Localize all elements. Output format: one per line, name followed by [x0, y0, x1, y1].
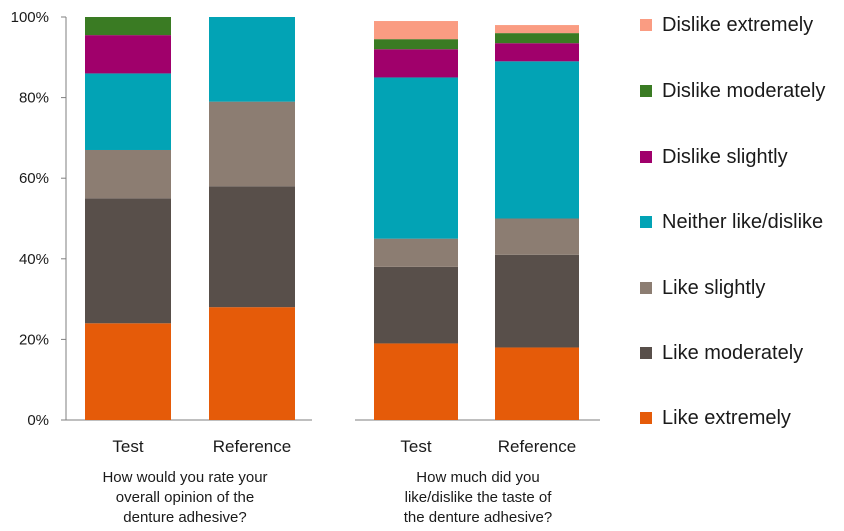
x-category-label: Test	[112, 437, 143, 456]
bar-segment	[374, 39, 458, 50]
legend-label: Like moderately	[662, 341, 804, 364]
bar-segment	[85, 198, 171, 324]
y-tick-label: 40%	[19, 251, 49, 268]
legend-swatch	[640, 85, 652, 97]
bar-segment	[374, 21, 458, 40]
caption-line: How much did you	[416, 469, 540, 486]
y-tick-label: 0%	[27, 412, 49, 429]
bar-segment	[495, 33, 579, 44]
bar-segment	[495, 218, 579, 255]
legend-item: Like moderately	[640, 338, 803, 368]
bar-segment	[374, 49, 458, 78]
caption-line: How would you rate your	[102, 469, 268, 486]
caption-line: like/dislike the taste of	[404, 489, 552, 506]
legend-swatch	[640, 282, 652, 294]
legend-swatch	[640, 151, 652, 163]
bar-segment	[495, 347, 579, 420]
caption-line: denture adhesive?	[123, 509, 247, 526]
legend-item: Dislike extremely	[640, 10, 813, 40]
y-tick-label: 20%	[19, 331, 49, 348]
y-tick-label: 100%	[11, 9, 49, 26]
bar-segment	[85, 149, 171, 199]
legend-swatch	[640, 347, 652, 359]
legend-item: Like slightly	[640, 273, 765, 303]
bar-segment	[85, 73, 171, 150]
caption-line: the denture adhesive?	[403, 509, 553, 526]
x-category-label: Reference	[498, 437, 576, 456]
y-tick-label: 80%	[19, 90, 49, 107]
x-category-label: Reference	[213, 437, 291, 456]
legend-swatch	[640, 412, 652, 424]
bar-segment	[374, 266, 458, 344]
bar-segment	[374, 343, 458, 420]
legend-label: Like slightly	[662, 276, 766, 299]
group-1-caption: How would you rate your overall opinion …	[55, 468, 315, 528]
legend-label: Dislike slightly	[662, 145, 788, 168]
y-tick-label: 60%	[19, 170, 49, 187]
bar-segment	[495, 254, 579, 348]
legend-label: Dislike extremely	[662, 13, 814, 36]
bar-segment	[85, 35, 171, 74]
group-2-caption: How much did you like/dislike the taste …	[348, 468, 608, 528]
legend-label: Dislike moderately	[662, 79, 826, 102]
bar-segment	[209, 101, 295, 187]
legend-item: Dislike moderately	[640, 76, 825, 106]
bar-segment	[374, 77, 458, 239]
bar-segment	[209, 186, 295, 308]
bar-segment	[209, 307, 295, 420]
x-category-label: Test	[400, 437, 431, 456]
legend-item: Like extremely	[640, 403, 791, 433]
bar-segment	[495, 43, 579, 62]
bar-segment	[495, 25, 579, 34]
legend-swatch	[640, 19, 652, 31]
bar-segment	[495, 61, 579, 219]
legend-label: Neither like/dislike	[662, 210, 824, 233]
legend-item: Neither like/dislike	[640, 207, 823, 237]
bar-segment	[374, 238, 458, 267]
legend-label: Like extremely	[662, 406, 791, 429]
bar-segment	[85, 17, 171, 36]
legend-swatch	[640, 216, 652, 228]
bar-segment	[85, 323, 171, 420]
bar-segment	[209, 17, 295, 102]
caption-line: overall opinion of the	[115, 489, 255, 506]
legend-item: Dislike slightly	[640, 142, 788, 172]
